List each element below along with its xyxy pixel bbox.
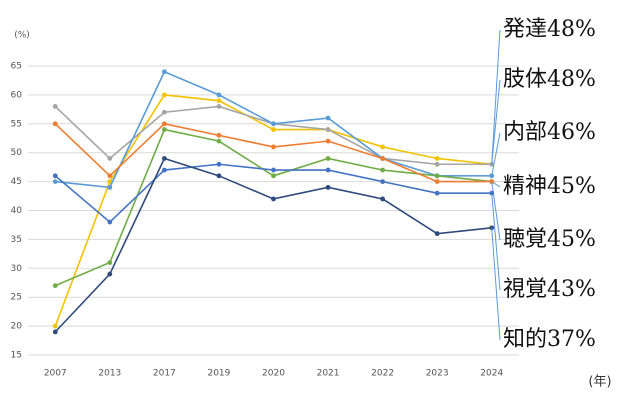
y-tick-label: 25: [11, 293, 22, 303]
point: [216, 161, 222, 167]
x-tick-label: 2020: [262, 369, 285, 379]
y-tick-label: 60: [11, 90, 23, 100]
y-tick-label: 20: [11, 322, 23, 332]
point: [52, 179, 58, 185]
point: [52, 323, 58, 329]
y-tick-label: 40: [11, 206, 23, 216]
point: [161, 127, 167, 132]
point: [380, 144, 386, 150]
point: [161, 109, 167, 115]
point: [107, 260, 113, 265]
series-label: 視覚43%: [503, 277, 596, 302]
leader-line: [491, 193, 501, 291]
series-label: 内部46%: [503, 120, 596, 145]
point: [216, 92, 222, 98]
point: [216, 173, 222, 179]
y-tick-label: 55: [11, 119, 22, 129]
series-label: 発達48%: [503, 17, 596, 42]
point: [107, 184, 113, 190]
point: [52, 173, 58, 179]
leader-line: [491, 79, 501, 165]
leader-line: [491, 132, 501, 176]
point: [271, 167, 276, 173]
y-unit: (%): [14, 31, 30, 41]
point: [161, 156, 167, 161]
point: [325, 127, 331, 132]
point: [52, 121, 58, 127]
point: [161, 69, 167, 75]
point: [380, 196, 386, 202]
leader-line: [491, 227, 501, 341]
point: [271, 121, 276, 127]
point: [434, 156, 440, 161]
point: [52, 329, 58, 335]
point: [380, 167, 386, 173]
series-label: 知的37%: [503, 327, 596, 352]
point: [271, 144, 276, 150]
y-tick-label: 30: [11, 264, 23, 274]
point: [380, 179, 386, 185]
leader-line: [491, 29, 501, 165]
point: [107, 271, 113, 277]
point: [52, 104, 58, 109]
x-tick-label: 2019: [207, 369, 230, 379]
point: [161, 92, 167, 98]
x-tick-label: 2013: [98, 369, 121, 379]
point: [161, 167, 167, 173]
y-tick-label: 45: [11, 177, 22, 187]
point: [107, 179, 113, 185]
point: [271, 173, 276, 179]
point: [489, 161, 495, 167]
point: [434, 161, 440, 167]
point: [434, 231, 440, 237]
point: [271, 196, 276, 202]
y-tick-label: 50: [11, 148, 23, 158]
x-tick-label: 2023: [426, 369, 449, 379]
point: [434, 179, 440, 185]
point: [325, 167, 331, 173]
point: [380, 156, 386, 161]
point: [325, 156, 331, 161]
point: [52, 283, 58, 289]
point: [107, 173, 113, 179]
point: [434, 190, 440, 196]
y-tick-label: 65: [11, 62, 22, 72]
point: [325, 115, 331, 121]
x-tick-label: 2017: [153, 369, 176, 379]
y-tick-label: 15: [11, 351, 22, 361]
point: [107, 219, 113, 225]
point: [434, 173, 440, 179]
x-tick-label: 2007: [44, 369, 67, 379]
y-tick-label: 35: [11, 235, 22, 245]
series-label: 精神45%: [503, 174, 596, 199]
point: [161, 121, 167, 127]
x-tick-label: 2021: [317, 369, 340, 379]
point: [325, 138, 331, 144]
point: [325, 184, 331, 190]
x-tick-label: 2024: [480, 369, 503, 379]
point: [107, 156, 113, 161]
point: [216, 98, 222, 104]
x-unit: (年): [588, 375, 611, 390]
point: [216, 132, 222, 138]
series-label: 肢体48%: [503, 67, 596, 92]
point: [271, 127, 276, 132]
point: [216, 104, 222, 109]
point: [216, 138, 222, 144]
x-tick-label: 2022: [371, 369, 394, 379]
series-label: 聴覚45%: [503, 227, 596, 252]
